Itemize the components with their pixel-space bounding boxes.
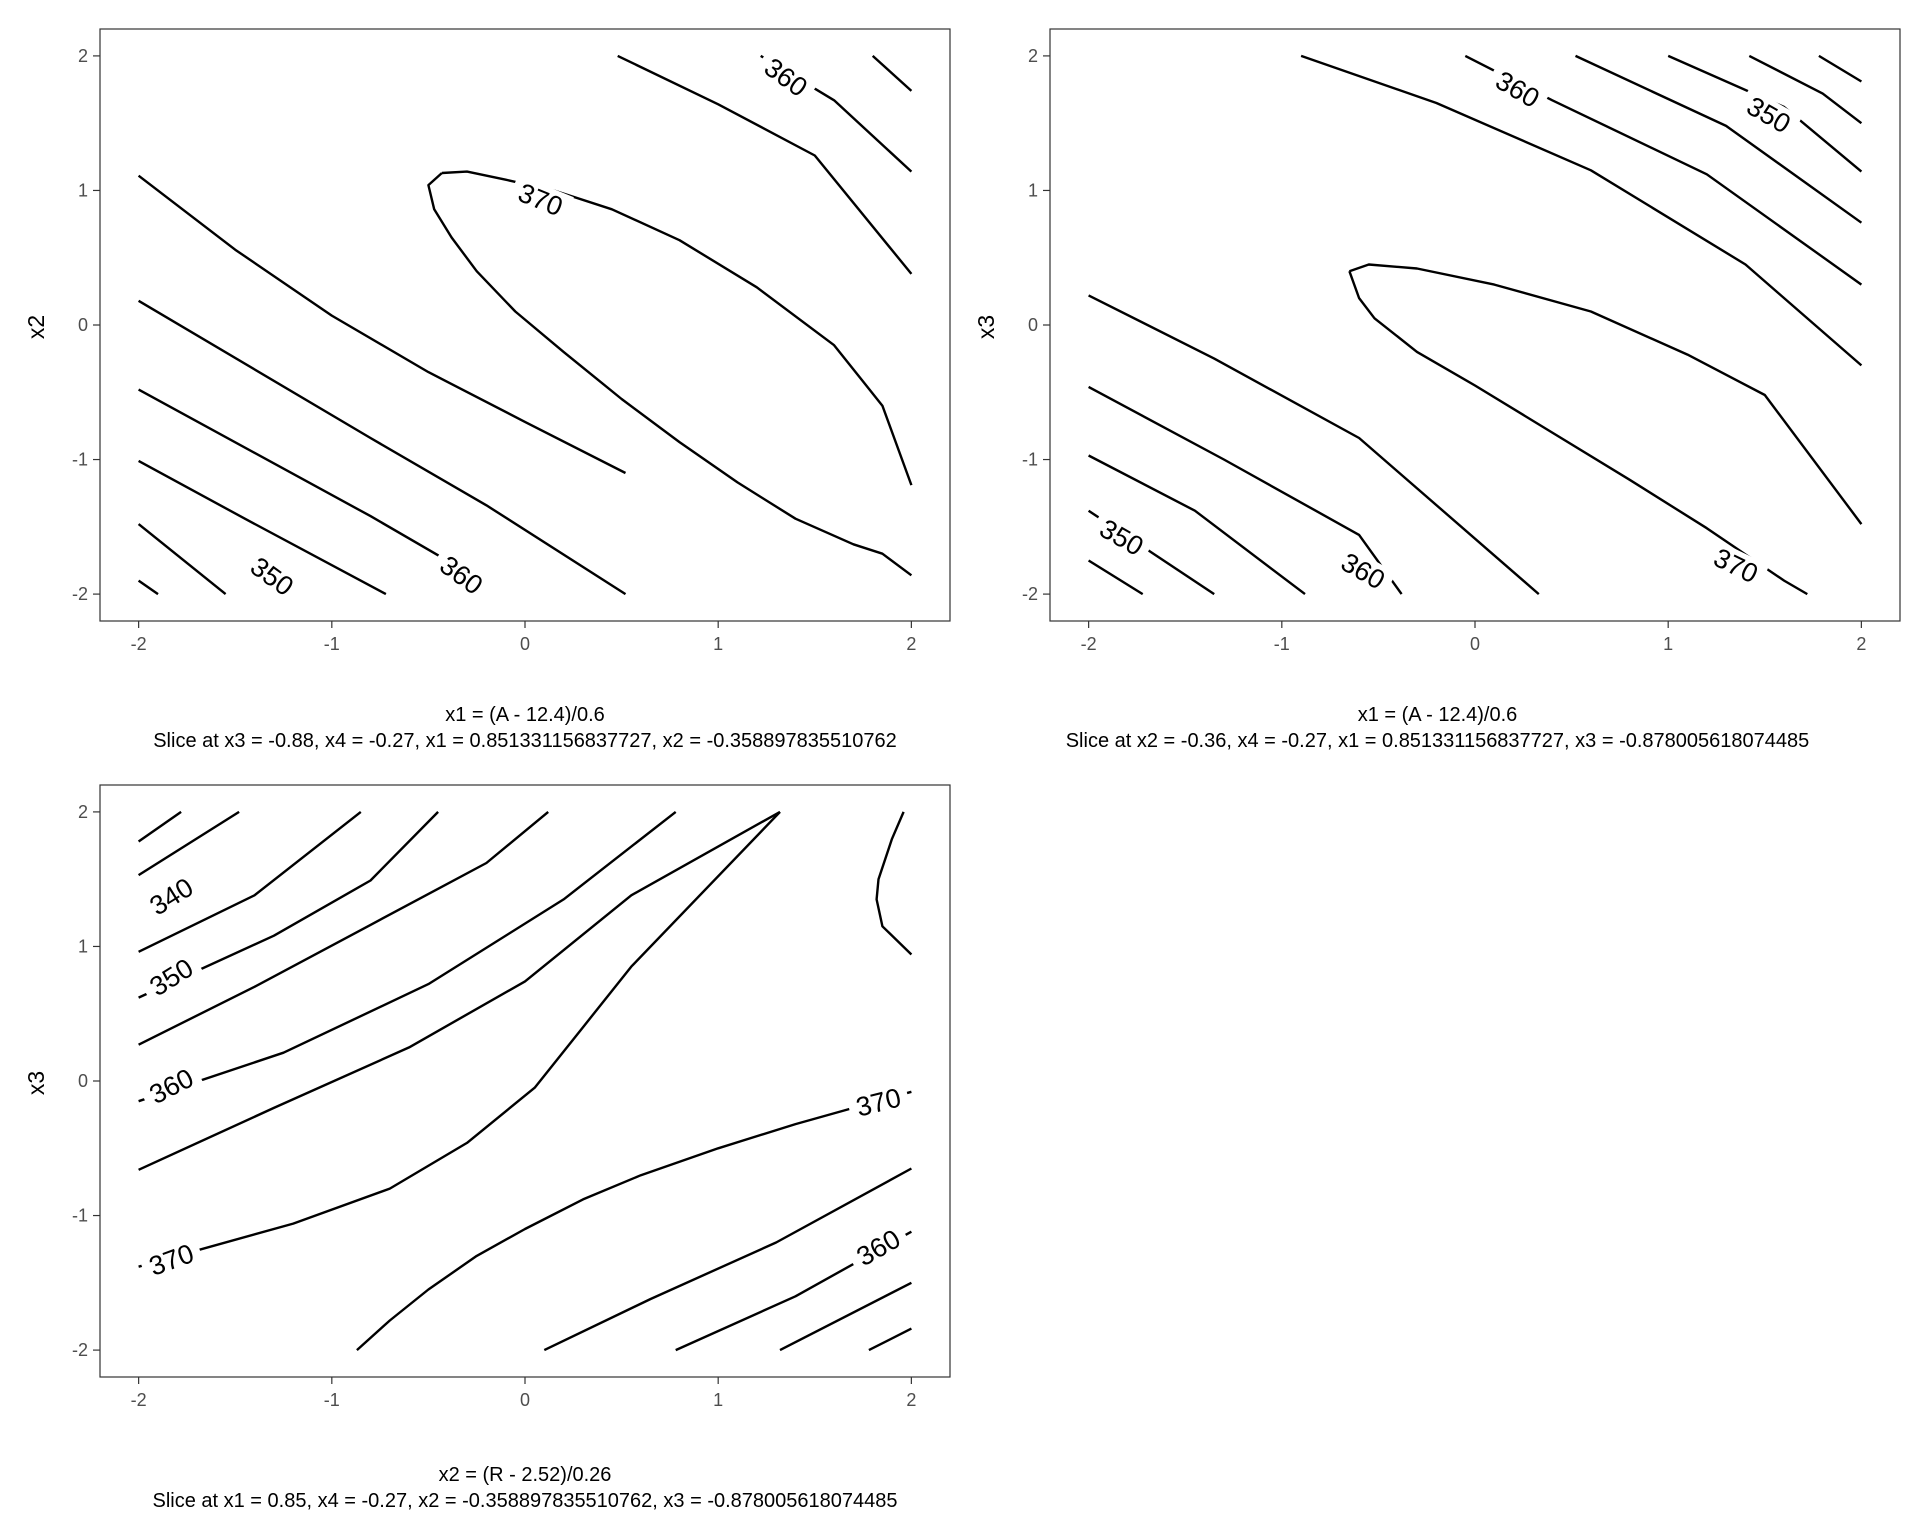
y-tick-label: 1 xyxy=(1028,180,1038,200)
x-tick-label: 0 xyxy=(520,634,530,654)
y-tick-label: 0 xyxy=(78,315,88,335)
y-tick-label: -1 xyxy=(1022,450,1038,470)
x-tick-label: 1 xyxy=(713,634,723,654)
contour-panel-x2-x3: -2 -1 0 1 2 -2 -1 0 1 2 x3 340 350 360 370 370 360 x2 = … xyxy=(0,760,960,1520)
contour-label: 370 xyxy=(853,1083,904,1123)
contour-label-background xyxy=(507,174,574,226)
x-axis-title: x1 = (A - 12.4)/0.6 xyxy=(445,704,605,726)
x-tick-label: -1 xyxy=(324,1390,340,1410)
y-tick-label: 2 xyxy=(1028,46,1038,66)
y-tick-label: 1 xyxy=(78,936,88,956)
x-tick-label: 0 xyxy=(520,1390,530,1410)
y-tick-label: -2 xyxy=(1022,584,1038,604)
contour-panel-x1-x3: -2 -1 0 1 2 -2 -1 0 1 2 x3 350 360 370 360 350 x1 = (A … xyxy=(960,0,1920,760)
contour-label-background xyxy=(1087,509,1155,566)
contour-line xyxy=(1348,270,1808,596)
contour-line xyxy=(138,810,677,1103)
slice-caption: Slice at x1 = 0.85, x4 = -0.27, x2 = -0.… xyxy=(152,1490,898,1512)
x-tick-label: -1 xyxy=(1274,634,1290,654)
y-tick-label: -1 xyxy=(72,1206,88,1226)
contour-label-background xyxy=(1329,543,1397,600)
contour-label-background xyxy=(845,1219,913,1276)
contour-line xyxy=(1818,54,1863,83)
y-axis-title: x3 xyxy=(973,315,999,339)
x-axis-title: x1 = (A - 12.4)/0.6 xyxy=(1357,704,1518,726)
contour-line xyxy=(138,811,439,999)
x-tick-label: 1 xyxy=(1663,634,1673,654)
contour-label-background xyxy=(137,1059,206,1114)
contour-line xyxy=(1088,294,1540,596)
x-tick-label: -2 xyxy=(131,634,147,654)
contour-line xyxy=(138,810,549,1046)
y-tick-label: -1 xyxy=(72,450,88,470)
x-tick-label: -2 xyxy=(131,1390,147,1410)
contour-line xyxy=(138,459,387,596)
contour-label-background xyxy=(752,47,819,108)
contour-line xyxy=(779,1281,912,1352)
contour-line xyxy=(137,523,227,596)
contour-label-background xyxy=(1484,61,1551,118)
contour-panel-x1-x2: -2 -1 0 1 2 -2 -1 0 1 2 x2 350 360 370 360 x1 = (A - 1… xyxy=(0,0,960,760)
contour-line xyxy=(868,1327,912,1352)
y-tick-label: 2 xyxy=(78,802,88,822)
contour-line xyxy=(617,54,913,275)
x-tick-label: -2 xyxy=(1081,634,1097,654)
contour-line xyxy=(875,811,913,956)
x-tick-label: 1 xyxy=(713,1390,723,1410)
x-tick-label: 2 xyxy=(906,1390,916,1410)
contour-label-background xyxy=(138,948,205,1007)
contour-line xyxy=(441,170,913,486)
y-tick-label: 0 xyxy=(78,1071,88,1091)
plot-border xyxy=(99,784,951,1378)
contour-label-background xyxy=(138,1235,205,1285)
y-tick-label: 1 xyxy=(78,180,88,200)
contour-line xyxy=(1088,454,1306,596)
x-tick-label: 2 xyxy=(1856,634,1866,654)
contour-line xyxy=(137,579,159,596)
slice-caption: Slice at x2 = -0.36, x4 = -0.27, x1 = 0.… xyxy=(1065,730,1810,752)
y-tick-label: 2 xyxy=(78,46,88,66)
contour-line xyxy=(871,55,913,92)
y-tick-label: -2 xyxy=(72,584,88,604)
contour-line xyxy=(1300,54,1863,367)
contour-label-background xyxy=(1735,87,1803,144)
contour-label-background xyxy=(138,868,205,926)
contour-line xyxy=(1748,54,1863,125)
contour-line xyxy=(1349,263,1863,525)
contour-label: 370 xyxy=(145,1238,198,1282)
contour-label-background xyxy=(845,1080,912,1125)
contour-line xyxy=(138,388,488,585)
contour-line xyxy=(137,810,240,877)
contour-line xyxy=(1087,559,1144,596)
plot-border xyxy=(99,28,951,622)
slice-caption: Slice at x3 = -0.88, x4 = -0.27, x1 = 0.… xyxy=(153,730,897,752)
x-axis-title: x2 = (R - 2.52)/0.26 xyxy=(438,1464,612,1486)
x-tick-label: 2 xyxy=(906,634,916,654)
contour-line xyxy=(543,1167,912,1352)
contour-label-background xyxy=(428,545,495,606)
contour-label-background xyxy=(1702,539,1770,593)
contour-line xyxy=(427,172,913,577)
y-axis-title: x3 xyxy=(23,1071,49,1095)
y-tick-label: 0 xyxy=(1028,315,1038,335)
y-tick-label: -2 xyxy=(72,1340,88,1360)
y-axis-title: x2 xyxy=(23,315,49,339)
contour-label-background xyxy=(238,546,306,607)
contour-line xyxy=(137,810,182,843)
x-tick-label: -1 xyxy=(324,634,340,654)
contour-line xyxy=(137,174,627,475)
contour-line xyxy=(1574,54,1863,224)
contour-line xyxy=(138,811,781,1268)
x-tick-label: 0 xyxy=(1470,634,1480,654)
contour-line xyxy=(138,810,362,953)
contour-line xyxy=(356,1090,912,1351)
contour-line xyxy=(138,810,781,1171)
contour-line xyxy=(137,299,627,596)
